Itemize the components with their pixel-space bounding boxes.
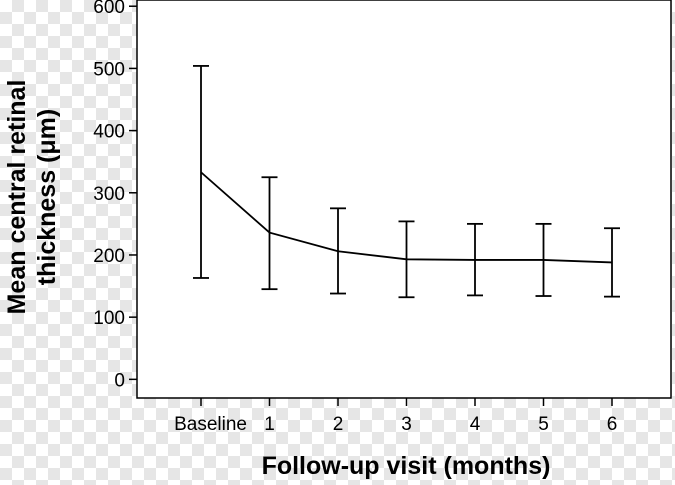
y-tick-label: 400 [93,122,125,143]
y-axis-title-line-1: Mean central retinal [3,80,31,315]
x-tick-label: 6 [607,414,618,435]
x-tick-label: 4 [470,414,481,435]
x-axis-title: Follow-up visit (months) [262,452,551,480]
y-tick-label: 300 [93,184,125,205]
y-tick-label: 500 [93,59,125,80]
plot-area [136,0,672,399]
x-tick-label: 3 [401,414,412,435]
x-tick-label: 2 [333,414,344,435]
x-tick-label: 5 [538,414,549,435]
y-axis-title-line-2: thickness (μm) [33,109,61,285]
y-tick-label: 200 [93,246,125,267]
x-tick-label: 1 [264,414,275,435]
error-bar [193,65,209,279]
x-tick-label: Baseline [174,414,247,435]
y-tick-label: 600 [93,0,125,18]
y-tick-label: 100 [93,308,125,329]
series-line [200,171,613,264]
x-axis-ticks: Baseline 1 2 3 4 5 6 [174,398,617,435]
y-tick-label: 0 [114,370,125,391]
y-axis-ticks: 0 100 200 300 400 500 600 [93,0,137,391]
